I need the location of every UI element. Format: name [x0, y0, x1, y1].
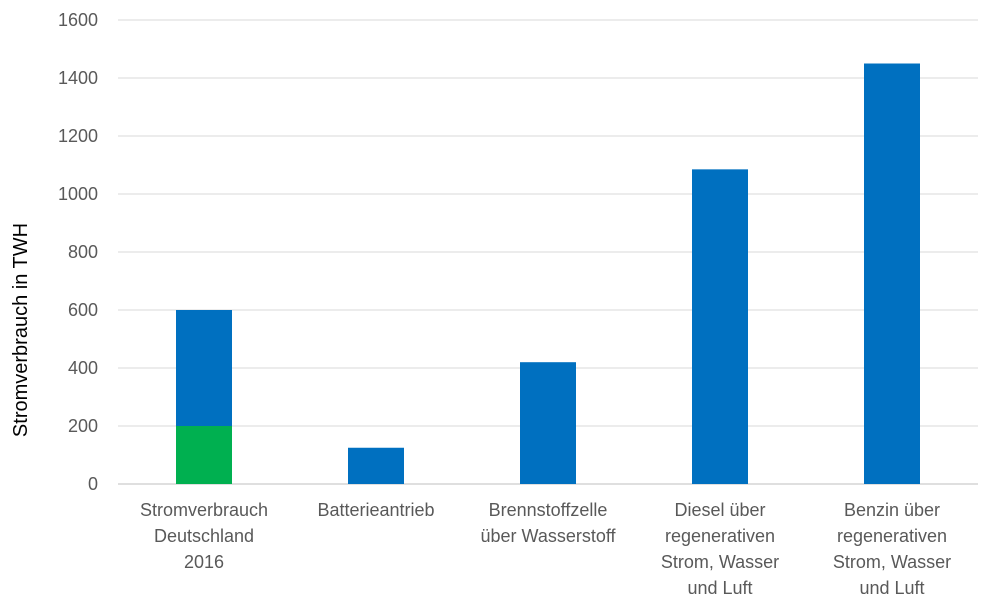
y-tick-labels: 0 200 400 600 800 1000 1200 1400 1600 [58, 10, 98, 494]
y-tick-label: 1200 [58, 126, 98, 146]
y-tick-label: 0 [88, 474, 98, 494]
y-tick-label: 600 [68, 300, 98, 320]
bar-segment [348, 447, 404, 484]
y-tick-label: 200 [68, 416, 98, 436]
bar-segment [520, 362, 576, 484]
x-category-label: Brennstoffzelle über Wasserstoff [480, 500, 616, 546]
x-category-label-line: und Luft [687, 578, 752, 598]
x-category-label: Diesel über regenerativen Strom, Wasser und… [661, 500, 779, 598]
bar-segment [692, 169, 748, 484]
x-category-label-line: Brennstoffzelle [489, 500, 608, 520]
x-category-label-line: Strom, Wasser [661, 552, 779, 572]
x-category-label-line: Batterieantrieb [317, 500, 434, 520]
bar-segment [176, 310, 232, 426]
x-category-label: Benzin über regenerativen Strom, Wasser und… [833, 500, 951, 598]
x-category-labels: Stromverbrauch Deutschland 2016 Batterieant… [140, 500, 951, 598]
x-category-label: Stromverbrauch Deutschland 2016 [140, 500, 268, 572]
x-category-label-line: Benzin über [844, 500, 940, 520]
bars [176, 63, 920, 484]
y-tick-label: 1400 [58, 68, 98, 88]
x-category-label-line: Stromverbrauch [140, 500, 268, 520]
x-category-label-line: Deutschland [154, 526, 254, 546]
x-category-label-line: regenerativen [665, 526, 775, 546]
x-category-label-line: Diesel über [674, 500, 765, 520]
x-category-label: Batterieantrieb [317, 500, 434, 520]
x-category-label-line: über Wasserstoff [480, 526, 616, 546]
gridlines [118, 19, 978, 485]
y-tick-label: 1600 [58, 10, 98, 30]
bar-segment [864, 63, 920, 484]
bar-segment [176, 426, 232, 484]
x-category-label-line: 2016 [184, 552, 224, 572]
y-tick-label: 400 [68, 358, 98, 378]
y-tick-label: 800 [68, 242, 98, 262]
x-category-label-line: regenerativen [837, 526, 947, 546]
x-category-label-line: Strom, Wasser [833, 552, 951, 572]
y-tick-label: 1000 [58, 184, 98, 204]
x-category-label-line: und Luft [859, 578, 924, 598]
y-axis-title: Stromverbrauch in TWH [10, 223, 32, 437]
